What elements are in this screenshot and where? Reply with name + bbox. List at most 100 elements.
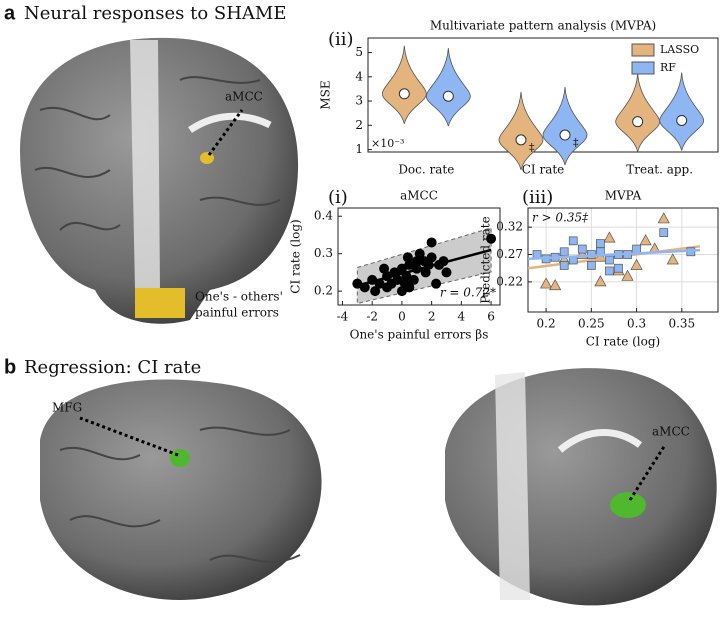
roi-label: aMCC — [225, 90, 263, 104]
chart-title: Multivariate pattern analysis (MVPA) — [430, 19, 656, 33]
data-point — [603, 231, 616, 243]
y-tick-label: 0.27 — [496, 247, 523, 261]
panel-letter: b — [4, 356, 16, 378]
data-point — [577, 244, 587, 254]
panel-label: (iii) — [522, 187, 553, 208]
y-tick-label: 1 — [355, 142, 363, 156]
x-tick-label: 0.3 — [627, 317, 646, 331]
legend-label: RF — [660, 61, 676, 74]
axes-frame — [367, 37, 719, 153]
panel-title: Neural responses to SHAME — [24, 3, 287, 24]
axes-frame — [527, 207, 719, 313]
data-point — [486, 233, 497, 244]
data-point — [594, 275, 607, 287]
violin-body — [659, 72, 705, 151]
axes-frame — [337, 207, 501, 306]
x-tick-label: -2 — [366, 310, 378, 324]
x-tick-label: Doc. rate — [398, 163, 454, 177]
data-point — [420, 267, 431, 278]
data-point — [621, 269, 634, 281]
value-note: ‡ — [529, 141, 535, 154]
y-tick-label: 4 — [355, 69, 363, 83]
x-tick-label: 0.2 — [537, 317, 556, 331]
panel-label: (ii) — [328, 29, 354, 50]
violin-body — [615, 73, 661, 152]
data-point — [431, 278, 442, 289]
scale-note: ×10⁻³ — [371, 137, 404, 150]
violin-body — [425, 48, 471, 127]
data-point — [559, 247, 569, 257]
legend-text: One's - others' — [195, 290, 283, 304]
x-axis-label: One's painful errors βs — [350, 328, 489, 342]
region-label: aMCC — [652, 425, 690, 439]
median-marker — [676, 114, 688, 126]
legend-text: painful errors — [195, 306, 279, 320]
x-tick-label: -4 — [337, 310, 349, 324]
panel-letter: a — [4, 2, 16, 24]
data-point — [657, 212, 670, 224]
panel-title: Regression: CI rate — [24, 357, 201, 378]
x-tick-label: 2 — [428, 310, 436, 324]
x-tick-label: 4 — [458, 310, 466, 324]
violin-body — [381, 45, 427, 124]
data-point — [392, 274, 403, 285]
y-tick-label: 3 — [355, 94, 363, 108]
data-point — [404, 282, 415, 293]
data-point — [596, 239, 605, 248]
median-marker — [442, 90, 454, 102]
x-axis-label: CI rate (log) — [586, 335, 660, 349]
data-point — [370, 286, 381, 297]
x-tick-label: 0 — [398, 310, 406, 324]
violin-body — [542, 86, 588, 166]
y-tick-label: 2 — [355, 118, 363, 132]
median-marker — [398, 88, 410, 100]
fit-line — [356, 248, 492, 287]
y-tick-label: 5 — [355, 45, 363, 59]
data-point — [614, 263, 623, 273]
data-point — [559, 261, 569, 270]
data-point — [441, 267, 452, 278]
y-tick-label: 0.4 — [314, 209, 333, 223]
data-point — [659, 228, 669, 237]
y-axis-label: MSE — [319, 80, 333, 109]
data-point — [404, 259, 415, 270]
y-axis-label: Predicted rate — [479, 216, 493, 303]
data-point — [426, 237, 437, 248]
x-tick-label: 0.25 — [578, 317, 605, 331]
annotation: r > 0.35‡ — [532, 211, 589, 225]
region-label: MFG — [52, 401, 82, 415]
data-point — [396, 286, 407, 297]
data-point — [411, 256, 422, 267]
median-marker — [515, 134, 527, 146]
data-point — [414, 248, 425, 259]
y-tick-label: 0.3 — [314, 246, 333, 260]
violin-body — [498, 91, 544, 170]
brain-image-a — [20, 37, 299, 324]
fit-line — [527, 245, 701, 270]
data-point — [426, 252, 437, 263]
annotation: r = 0.72* — [440, 286, 496, 300]
data-point — [605, 266, 614, 276]
x-tick-label: CI rate — [522, 163, 565, 177]
legend-swatch — [631, 61, 655, 75]
y-tick-label: 0.32 — [496, 220, 523, 234]
data-point — [666, 253, 679, 265]
data-point — [549, 278, 562, 291]
y-tick-label: 0.2 — [314, 284, 333, 298]
y-tick-label: 0.22 — [496, 274, 523, 288]
legend-swatch — [631, 43, 655, 57]
y-axis-label: CI rate (log) — [289, 219, 303, 293]
data-point — [379, 263, 390, 274]
panel-label: (i) — [328, 187, 348, 208]
chart-title: MVPA — [605, 189, 642, 203]
data-point — [605, 255, 614, 265]
data-point — [402, 252, 413, 263]
data-point — [632, 244, 641, 254]
data-point — [630, 258, 643, 270]
median-marker — [632, 116, 644, 128]
data-point — [586, 261, 596, 270]
x-tick-label: 0.35 — [668, 317, 695, 331]
data-point — [540, 277, 553, 289]
brain-image-b — [40, 368, 717, 606]
